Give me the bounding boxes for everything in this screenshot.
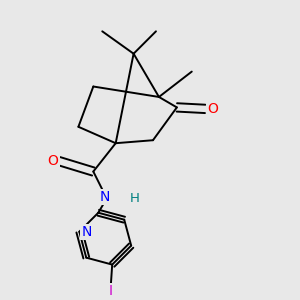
Text: N: N	[100, 190, 110, 204]
Text: O: O	[48, 154, 58, 168]
Text: O: O	[207, 102, 218, 116]
Text: I: I	[109, 284, 113, 298]
Text: N: N	[82, 225, 92, 239]
Text: H: H	[130, 192, 140, 205]
